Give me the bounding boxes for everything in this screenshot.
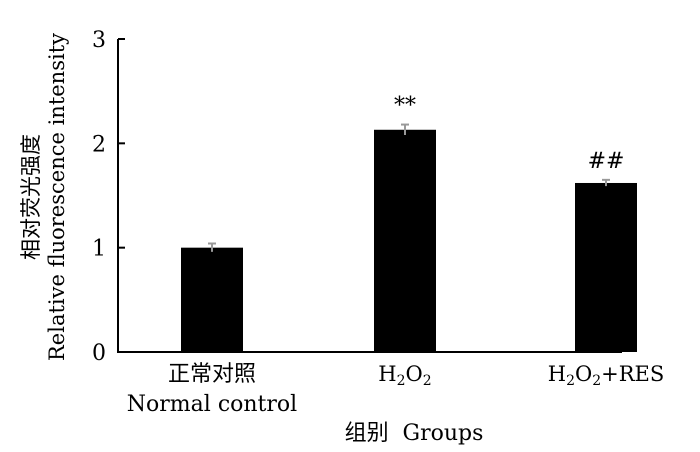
y-tick-label: 3 <box>92 28 106 53</box>
subscript: 2 <box>592 373 601 389</box>
x-tick-label: Normal control <box>127 392 297 417</box>
subscript: 2 <box>397 373 406 389</box>
x-tick-label: H2O2+RES <box>548 362 665 389</box>
y-axis-title-en: Relative fluorescence intensity <box>45 33 69 361</box>
label-part: +RES <box>601 362 664 386</box>
x-axis-title: 组别 Groups <box>345 421 484 446</box>
y-axis-title-cn: 相对荧光强度 <box>19 134 43 260</box>
bar <box>575 182 637 352</box>
x-tick-label: 正常对照 <box>168 362 256 387</box>
y-tick-label: 2 <box>92 132 106 157</box>
significance-label: ** <box>394 94 416 119</box>
label-part: O <box>575 362 592 386</box>
bar <box>181 247 243 352</box>
y-tick-label: 1 <box>92 237 106 262</box>
subscript: 2 <box>423 373 432 389</box>
significance-label: ## <box>588 149 625 174</box>
y-axis-title: 相对荧光强度 Relative fluorescence intensity <box>19 33 69 361</box>
bar <box>374 129 436 352</box>
subscript: 2 <box>566 373 575 389</box>
label-part: H <box>548 362 566 386</box>
y-tick-label: 0 <box>92 341 106 366</box>
x-tick-label: H2O2 <box>378 362 431 389</box>
label-part: H <box>378 362 396 386</box>
label-part: O <box>406 362 423 386</box>
